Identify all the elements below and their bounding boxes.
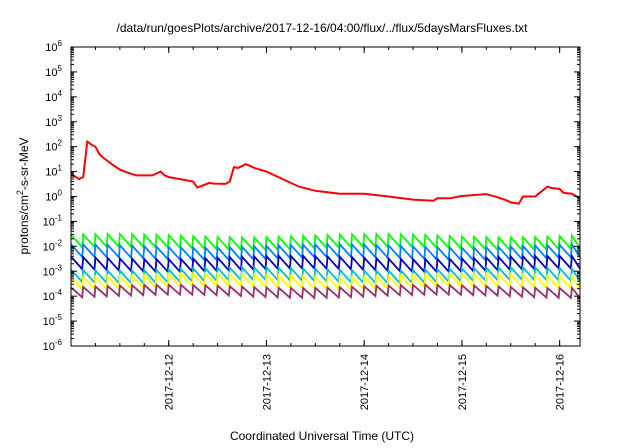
y-tick-label: 10-4 bbox=[43, 288, 63, 303]
series-line-4 bbox=[70, 253, 581, 274]
x-axis-label: Coordinated Universal Time (UTC) bbox=[230, 429, 414, 443]
y-tick-label: 10-3 bbox=[43, 263, 63, 278]
y-tick-label: 104 bbox=[45, 89, 62, 104]
y-tick-label: 10-2 bbox=[43, 238, 63, 253]
chart-title: /data/run/goesPlots/archive/2017-12-16/0… bbox=[117, 21, 529, 35]
y-tick-label: 10-5 bbox=[43, 313, 63, 328]
y-tick-label: 102 bbox=[45, 139, 62, 154]
x-tick-label: 2017-12-15 bbox=[457, 354, 469, 410]
y-tick-label: 105 bbox=[45, 64, 62, 79]
y-axis-label-sup: 2 bbox=[15, 190, 25, 195]
x-tick-label: 2017-12-12 bbox=[164, 354, 176, 410]
y-axis-label: protons/cm2-s-sr-MeV bbox=[15, 137, 31, 254]
svg-text:protons/cm2-s-sr-MeV: protons/cm2-s-sr-MeV bbox=[15, 137, 31, 254]
x-ticks: 2017-12-12 2017-12-13 2017-12-14 2017-12-15… bbox=[70, 47, 567, 410]
plot-frame bbox=[70, 46, 581, 347]
y-tick-label: 101 bbox=[45, 164, 62, 179]
plot-area bbox=[70, 139, 581, 300]
y-ticks: 10-6 10-5 10-4 10-3 10-2 10-1 100 101 102 103 104 1… bbox=[43, 39, 580, 353]
series-line-2 bbox=[70, 231, 581, 253]
y-tick-label: 103 bbox=[45, 114, 62, 129]
y-axis-label-pre: protons/cm bbox=[17, 195, 31, 254]
x-tick-label: 2017-12-13 bbox=[261, 354, 273, 410]
x-tick-label: 2017-12-14 bbox=[359, 354, 371, 410]
y-tick-label: 106 bbox=[45, 39, 62, 54]
series-line-1 bbox=[70, 139, 581, 205]
y-tick-label: 10-1 bbox=[43, 213, 63, 228]
y-tick-label: 100 bbox=[45, 189, 62, 204]
series-line-6 bbox=[70, 271, 581, 292]
x-tick-label: 2017-12-16 bbox=[555, 354, 567, 410]
y-axis-label-post: -s-sr-MeV bbox=[17, 137, 31, 190]
y-tick-label: 10-6 bbox=[43, 338, 63, 353]
series-line-7 bbox=[70, 282, 581, 300]
